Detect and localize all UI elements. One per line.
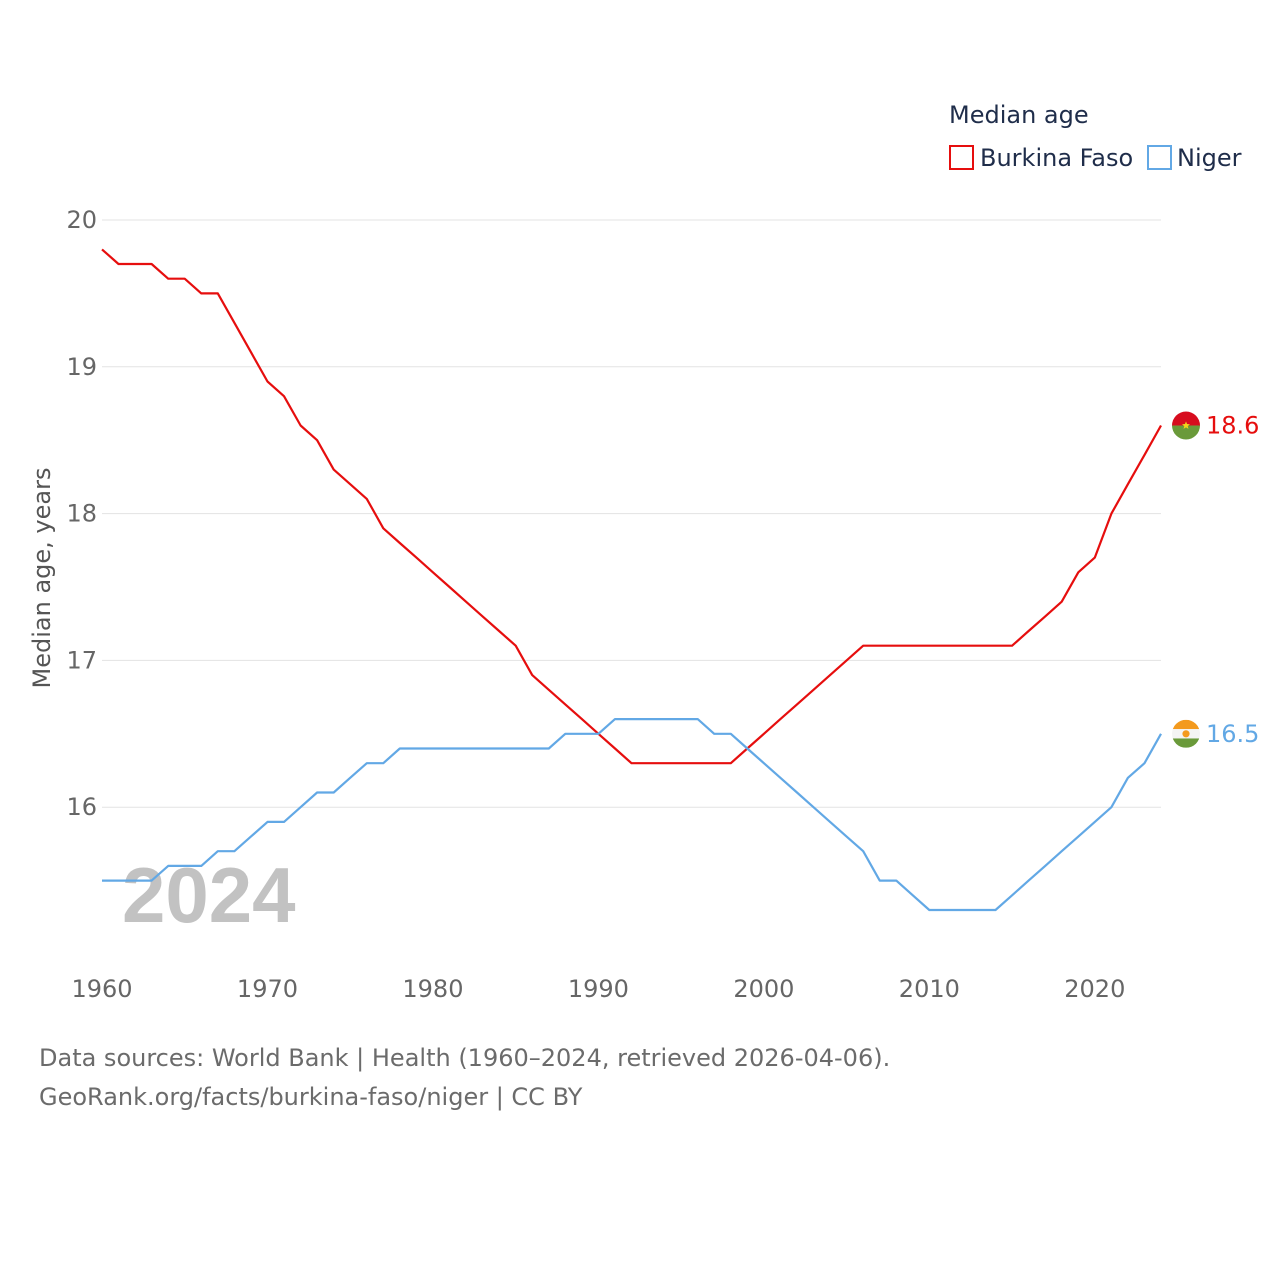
footer-link[interactable]: GeoRank.org/facts/burkina-faso/niger | C… bbox=[39, 1083, 583, 1111]
legend-swatch-burkina-faso[interactable] bbox=[949, 145, 974, 170]
x-tick-label: 1960 bbox=[71, 975, 132, 1003]
legend-label-burkina-faso[interactable]: Burkina Faso bbox=[980, 144, 1133, 172]
legend-title: Median age bbox=[949, 101, 1089, 129]
year-watermark: 2024 bbox=[122, 851, 296, 939]
x-tick-label: 2000 bbox=[733, 975, 794, 1003]
y-tick-label: 18 bbox=[66, 500, 97, 528]
end-value-label: 18.6 bbox=[1206, 412, 1259, 440]
niger-flag-icon bbox=[1172, 719, 1200, 748]
y-tick-label: 17 bbox=[66, 646, 97, 674]
x-tick-label: 1970 bbox=[237, 975, 298, 1003]
burkina-faso-flag-icon bbox=[1172, 411, 1200, 440]
legend: Median age Burkina Faso Niger bbox=[949, 101, 1242, 172]
x-tick-label: 1980 bbox=[402, 975, 463, 1003]
grid-lines bbox=[102, 219, 1161, 808]
y-tick-label: 16 bbox=[66, 793, 97, 821]
y-tick-label: 20 bbox=[66, 206, 97, 234]
x-tick-label: 2010 bbox=[899, 975, 960, 1003]
legend-label-niger[interactable]: Niger bbox=[1177, 144, 1242, 172]
x-tick-label: 1990 bbox=[568, 975, 629, 1003]
footer-sources: Data sources: World Bank | Health (1960–… bbox=[39, 1044, 891, 1072]
y-axis-label: Median age, years bbox=[28, 468, 56, 689]
series-lines bbox=[101, 248, 1162, 912]
y-axis: 16 17 18 19 20 bbox=[66, 206, 97, 821]
end-value-label: 16.5 bbox=[1206, 720, 1259, 748]
series-line-burkina-faso[interactable] bbox=[101, 248, 1162, 765]
x-tick-label: 2020 bbox=[1064, 975, 1125, 1003]
series-line-niger[interactable] bbox=[102, 717, 1162, 912]
series-end-markers: 18.6 16.5 bbox=[1172, 411, 1259, 748]
y-tick-label: 19 bbox=[66, 353, 97, 381]
legend-swatch-niger[interactable] bbox=[1147, 145, 1172, 170]
x-axis: 1960 1970 1980 1990 2000 2010 2020 bbox=[71, 975, 1125, 1003]
